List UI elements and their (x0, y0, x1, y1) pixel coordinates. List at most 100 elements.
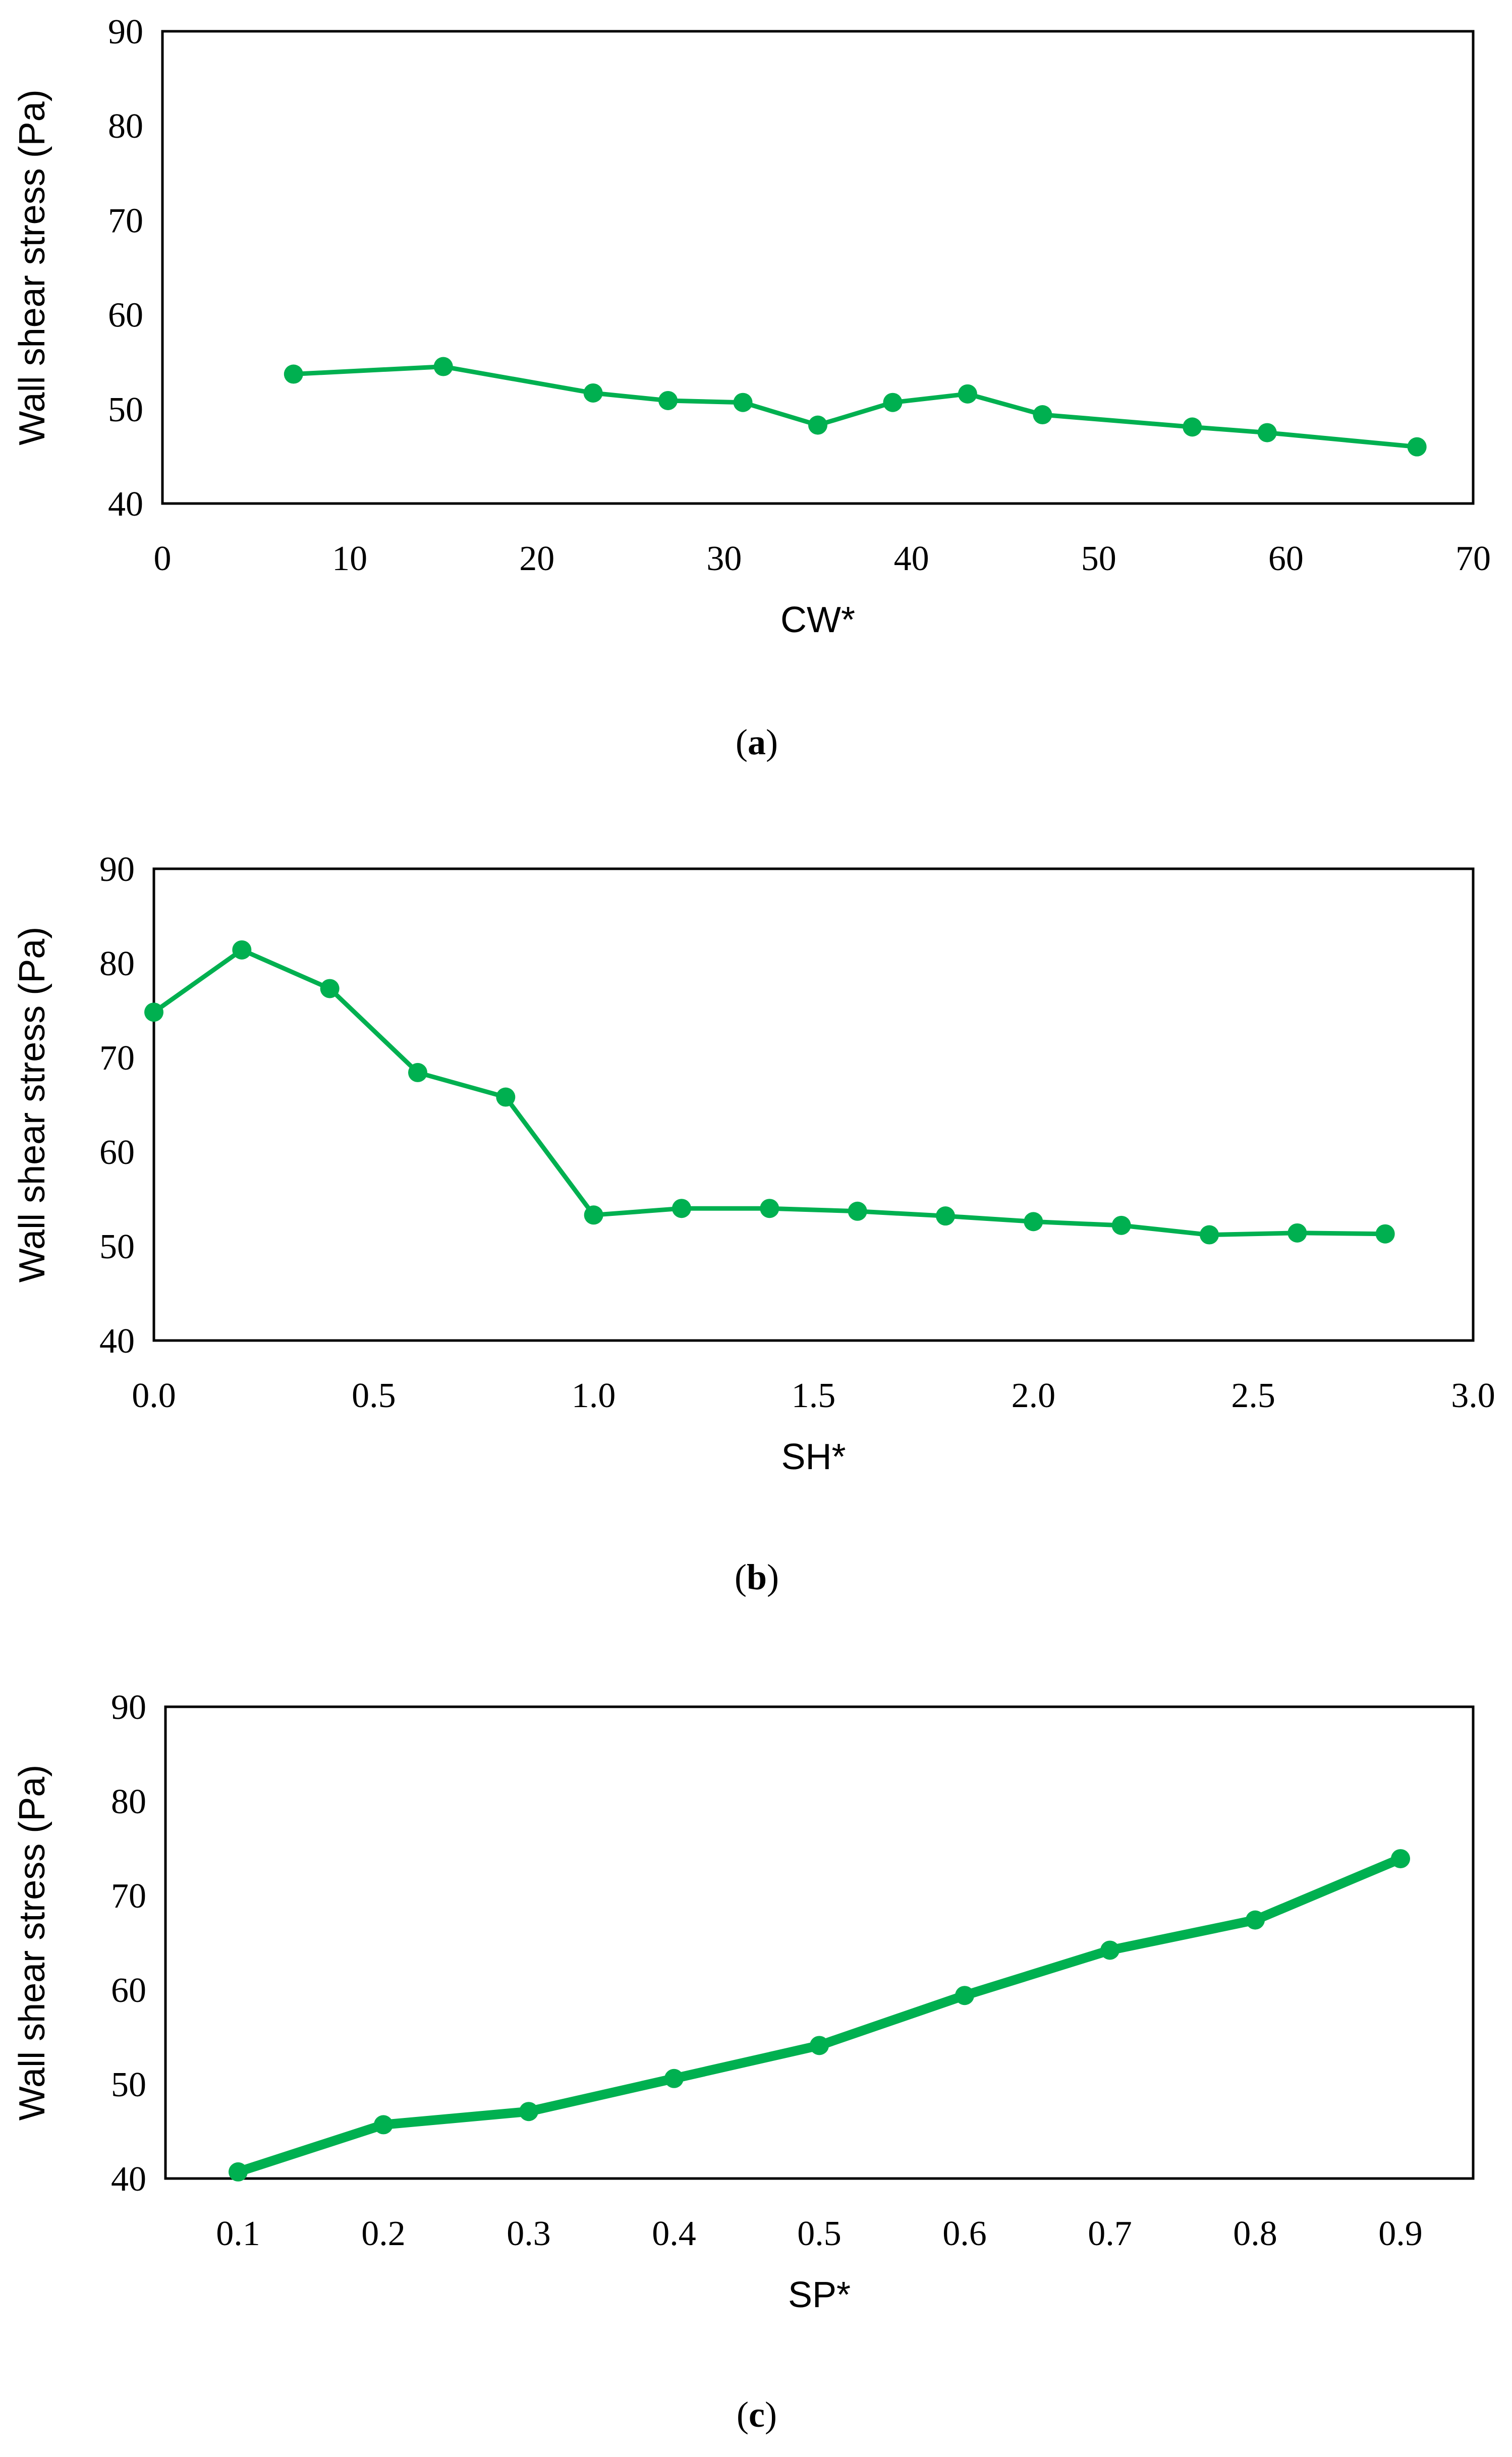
x-tick-label: 0.8 (1233, 2214, 1277, 2253)
y-tick-label: 70 (99, 1039, 135, 1078)
data-point (1111, 1215, 1131, 1235)
data-point (760, 1199, 779, 1218)
data-point (883, 393, 903, 412)
chart-panel-a: 40 50 60 70 80 90 0 10 20 30 40 50 60 70 Wall shear st… (12, 13, 1491, 762)
caption-letter: b (747, 1557, 767, 1597)
x-tick-label: 0 (154, 539, 172, 578)
x-tick-label: 2.0 (1012, 1376, 1056, 1415)
x-tick-label: 0.0 (132, 1376, 176, 1415)
data-point (1391, 1849, 1410, 1869)
x-tick-label: 10 (332, 539, 367, 578)
x-tick-label: 30 (706, 539, 742, 578)
data-point (1257, 423, 1277, 442)
x-tick-label: 40 (894, 539, 929, 578)
x-tick-label: 0.5 (352, 1376, 396, 1415)
chart-panel-c: 40 50 60 70 80 90 0.1 0.2 0.3 0.4 0.5 0.6 0.7 0.8 0.9 W… (12, 1688, 1475, 2435)
data-point (374, 2115, 393, 2135)
data-point (658, 390, 678, 410)
caption-open: ( (736, 722, 748, 762)
y-axis-title: Wall shear stress (Pa) (12, 89, 52, 445)
data-point (1183, 417, 1202, 437)
y-tick-label: 40 (111, 2160, 146, 2199)
x-tick-label: 0.3 (507, 2214, 551, 2253)
caption-open: ( (737, 2394, 749, 2435)
y-tick-label: 40 (99, 1322, 135, 1361)
y-tick-label: 60 (111, 1971, 146, 2010)
y-tick-label: 90 (99, 850, 135, 889)
y-tick-label: 50 (108, 390, 143, 429)
x-tick-label: 0.6 (942, 2214, 987, 2253)
x-tick-label: 0.7 (1088, 2214, 1132, 2253)
data-point (433, 357, 453, 376)
plot-frame (161, 30, 1475, 505)
x-tick-label: 60 (1268, 539, 1304, 578)
y-tick-label: 50 (111, 2065, 146, 2104)
x-tick-label: 0.1 (216, 2214, 260, 2253)
data-point (808, 415, 827, 435)
y-tick-label: 70 (111, 1877, 146, 1916)
data-point (519, 2102, 538, 2121)
x-tick-label: 1.5 (792, 1376, 836, 1415)
data-point (496, 1087, 516, 1107)
series-line (291, 364, 1420, 450)
caption-close: ) (766, 722, 778, 762)
data-point (232, 940, 252, 960)
data-point (1033, 405, 1052, 425)
data-point (1100, 1940, 1119, 1960)
y-tick-label: 80 (108, 107, 143, 146)
panel-caption: (c) (737, 2394, 777, 2435)
data-point (1407, 437, 1427, 457)
x-tick-label: 0.5 (797, 2214, 842, 2253)
x-axis-title: SP* (788, 2275, 851, 2315)
data-point (408, 1063, 427, 1082)
data-point (664, 2069, 684, 2088)
y-tick-label: 90 (111, 1688, 146, 1727)
data-point (584, 1205, 603, 1225)
data-point (1024, 1212, 1043, 1232)
y-tick-label: 90 (108, 13, 143, 51)
caption-close: ) (767, 1557, 779, 1597)
data-point (1246, 1910, 1265, 1930)
caption-letter: a (748, 722, 766, 762)
y-tick-label: 70 (108, 201, 143, 240)
y-tick-label: 80 (111, 1782, 146, 1821)
series-line (233, 1854, 1406, 2177)
data-point (1287, 1223, 1307, 1243)
data-point (733, 393, 753, 412)
data-point (958, 384, 977, 404)
data-point (848, 1201, 867, 1221)
y-tick-label: 40 (108, 485, 143, 524)
caption-open: ( (735, 1557, 747, 1597)
data-point (955, 1986, 974, 2005)
caption-letter: c (749, 2394, 765, 2435)
plot-frame (164, 1705, 1475, 2180)
y-tick-label: 80 (99, 944, 135, 983)
panel-caption: (b) (735, 1557, 779, 1597)
data-point (320, 979, 340, 998)
x-axis-title: CW* (780, 600, 855, 640)
y-axis-title: Wall shear stress (Pa) (12, 927, 52, 1282)
x-axis-title: SH* (781, 1437, 846, 1477)
x-tick-label: 2.5 (1231, 1376, 1275, 1415)
data-point (936, 1206, 955, 1226)
data-point (284, 364, 303, 384)
y-tick-label: 60 (99, 1133, 135, 1172)
series-line (151, 947, 1388, 1238)
x-tick-label: 1.0 (572, 1376, 616, 1415)
data-point (583, 383, 603, 403)
data-point (1200, 1225, 1219, 1245)
panel-caption: (a) (736, 722, 778, 762)
data-point (672, 1199, 691, 1218)
data-point (1375, 1224, 1395, 1244)
data-point (144, 1002, 163, 1022)
data-point (810, 2036, 829, 2055)
y-tick-label: 50 (99, 1227, 135, 1266)
x-tick-label: 0.2 (361, 2214, 406, 2253)
chart-panel-b: 40 50 60 70 80 90 0.0 0.5 1.0 1.5 2.0 2.5 3.0 Wall sh… (12, 850, 1495, 1597)
x-tick-label: 70 (1455, 539, 1491, 578)
y-tick-label: 60 (108, 296, 143, 335)
x-tick-label: 20 (519, 539, 554, 578)
data-point (229, 2162, 248, 2182)
x-tick-label: 0.4 (652, 2214, 696, 2253)
